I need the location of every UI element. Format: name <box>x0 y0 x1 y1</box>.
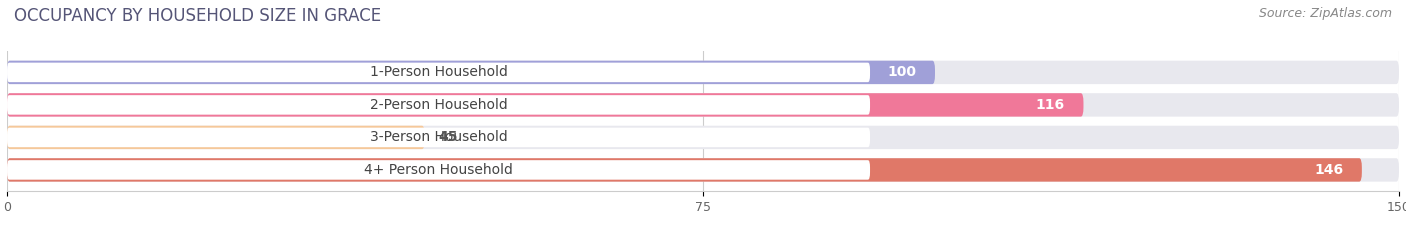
Text: 4+ Person Household: 4+ Person Household <box>364 163 513 177</box>
Text: 116: 116 <box>1036 98 1064 112</box>
FancyBboxPatch shape <box>7 63 870 82</box>
Text: Source: ZipAtlas.com: Source: ZipAtlas.com <box>1258 7 1392 20</box>
Text: 1-Person Household: 1-Person Household <box>370 65 508 79</box>
FancyBboxPatch shape <box>7 61 935 84</box>
FancyBboxPatch shape <box>7 61 1399 84</box>
Text: 100: 100 <box>887 65 917 79</box>
FancyBboxPatch shape <box>7 128 870 147</box>
FancyBboxPatch shape <box>7 158 1362 182</box>
Text: 45: 45 <box>439 130 458 144</box>
FancyBboxPatch shape <box>7 126 425 149</box>
FancyBboxPatch shape <box>7 126 1399 149</box>
Text: 2-Person Household: 2-Person Household <box>370 98 508 112</box>
FancyBboxPatch shape <box>7 158 1399 182</box>
FancyBboxPatch shape <box>7 93 1399 116</box>
Text: OCCUPANCY BY HOUSEHOLD SIZE IN GRACE: OCCUPANCY BY HOUSEHOLD SIZE IN GRACE <box>14 7 381 25</box>
Text: 146: 146 <box>1315 163 1343 177</box>
FancyBboxPatch shape <box>7 93 1084 116</box>
FancyBboxPatch shape <box>7 160 870 180</box>
FancyBboxPatch shape <box>7 95 870 115</box>
Text: 3-Person Household: 3-Person Household <box>370 130 508 144</box>
